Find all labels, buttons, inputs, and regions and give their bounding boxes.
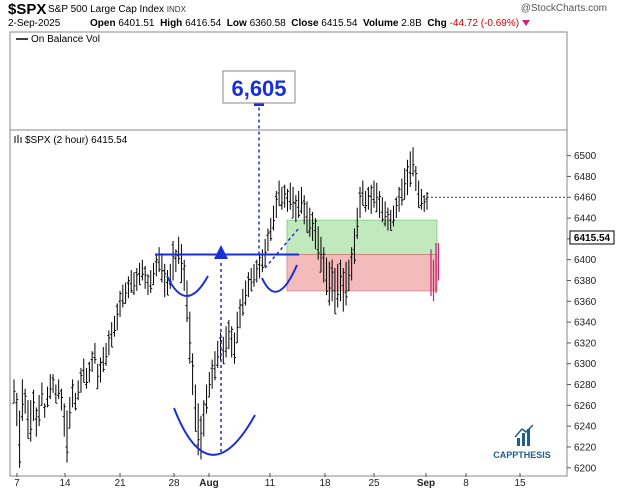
target-box <box>222 70 296 104</box>
x-tick-label: 28 <box>168 478 180 489</box>
security-name: S&P 500 Large Cap Index INDX <box>48 4 186 15</box>
y-tick-label: 6480 <box>574 172 597 183</box>
chart-header: $SPX S&P 500 Large Cap Index INDX @Stock… <box>0 0 619 30</box>
close-label: Close <box>291 18 319 29</box>
y-tick-label: 6280 <box>574 380 597 391</box>
x-tick-label: 15 <box>514 478 526 489</box>
chg-label: Chg <box>427 18 447 29</box>
y-tick-label: 6340 <box>574 318 597 329</box>
volume-value: 2.8B <box>401 18 422 29</box>
red-zone <box>286 254 438 292</box>
x-tick-label: 7 <box>14 478 20 489</box>
y-tick-label: 6220 <box>574 442 597 453</box>
y-tick-label: 6460 <box>574 193 597 204</box>
brand-text: CAPPTHESIS <box>493 450 551 460</box>
y-tick-label: 6500 <box>574 151 597 162</box>
volume-label: Volume <box>363 18 399 29</box>
x-tick-label: 21 <box>114 478 126 489</box>
exchange: INDX <box>166 5 186 14</box>
price-panel-icon <box>14 135 22 143</box>
open-value: 6401.51 <box>118 18 155 29</box>
y-tick-label: 6300 <box>574 359 597 370</box>
symbol: $SPX <box>8 1 47 18</box>
green-zone <box>286 219 438 255</box>
y-tick-label: 6360 <box>574 297 597 308</box>
y-tick-label: 6260 <box>574 401 597 412</box>
last-price-tag <box>569 230 615 245</box>
quote-date: 2-Sep-2025 <box>8 18 61 29</box>
x-tick-label: 11 <box>265 478 276 489</box>
target-label: 6,605 <box>231 76 286 101</box>
x-tick-label: 25 <box>368 478 380 489</box>
x-tick-label: Aug <box>199 478 218 489</box>
y-tick-label: 6200 <box>574 463 597 474</box>
high-value: 6416.54 <box>185 18 222 29</box>
left-shoulder-arc <box>166 275 209 297</box>
security-name-text: S&P 500 Large Cap Index <box>48 4 165 15</box>
high-label: High <box>160 18 183 29</box>
low-value: 6360.58 <box>249 18 286 29</box>
y-tick-label: 6400 <box>574 255 597 266</box>
chg-value: -44.72 (-0.69%) <box>449 18 520 29</box>
x-tick-label: 8 <box>463 478 469 489</box>
x-tick-label: 18 <box>319 478 331 489</box>
source-credit: @StockCharts.com <box>520 3 607 14</box>
down-triangle-icon <box>522 20 531 27</box>
ohlc-readout: Open 6401.51 High 6416.54 Low 6360.58 Cl… <box>90 18 531 29</box>
y-tick-label: 6320 <box>574 338 597 349</box>
breakout-dotted-line <box>264 227 300 269</box>
y-tick-label: 6440 <box>574 214 597 225</box>
price-panel-frame <box>9 129 568 477</box>
last-price-text: 6415.54 <box>574 233 611 244</box>
capp-thesis-logo: CAPPTHESIS <box>493 424 551 460</box>
y-tick-label: 6380 <box>574 276 597 287</box>
x-tick-label: 14 <box>59 478 71 489</box>
price-panel-label: $SPX (2 hour) 6415.54 <box>25 135 128 146</box>
up-arrow-icon <box>214 245 228 259</box>
open-label: Open <box>90 18 116 29</box>
y-tick-label: 6240 <box>574 422 597 433</box>
right-shoulder-arc <box>261 264 298 293</box>
x-tick-label: Sep <box>417 478 435 489</box>
low-label: Low <box>226 18 247 29</box>
head-arc <box>173 407 256 456</box>
projection-cap <box>254 103 264 106</box>
close-value: 6415.54 <box>321 18 358 29</box>
obv-label: On Balance Vol <box>31 34 100 45</box>
